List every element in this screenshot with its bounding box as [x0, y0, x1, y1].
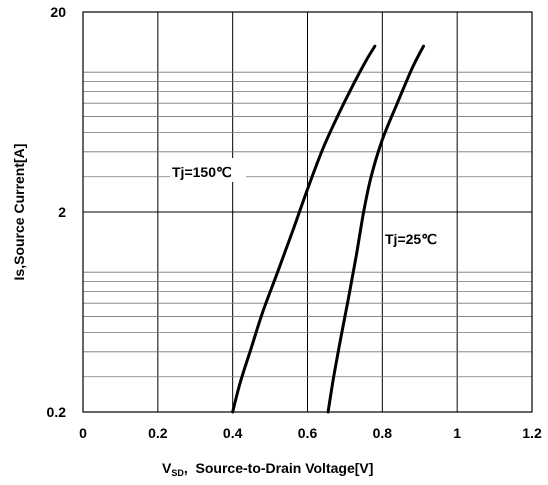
x-axis-title: VSD, Source-to-Drain Voltage[V]	[162, 460, 373, 478]
y-tick-labels: 0.2 2 20	[47, 4, 67, 420]
x-axis-title-rest: , Source-to-Drain Voltage[V]	[184, 460, 374, 476]
x-tick-label-4: 0.8	[373, 425, 393, 441]
y-tick-label-0: 0.2	[47, 404, 67, 420]
x-tick-label-1: 0.2	[148, 425, 168, 441]
series-label-tj150: Tj=150℃	[172, 164, 232, 180]
y-tick-label-1: 2	[58, 204, 66, 220]
series-line-0	[231, 44, 377, 414]
x-tick-labels: 0 0.2 0.4 0.6 0.8 1 1.2	[79, 425, 542, 441]
series-group	[231, 44, 425, 414]
label-bg-25	[383, 225, 449, 249]
y-tick-label-2: 20	[50, 4, 66, 20]
x-tick-label-5: 1	[453, 425, 461, 441]
series-label-tj25: Tj=25℃	[385, 231, 437, 247]
x-tick-label-3: 0.6	[298, 425, 318, 441]
plot-frame	[82, 11, 533, 413]
x-tick-label-0: 0	[79, 425, 87, 441]
x-tick-label-2: 0.4	[223, 425, 243, 441]
y-axis-title: Is,Source Current[A]	[11, 144, 27, 281]
x-axis-title-sub: SD	[171, 468, 184, 478]
x-tick-label-6: 1.2	[522, 425, 542, 441]
label-bg-150	[170, 158, 246, 182]
grid	[82, 11, 533, 413]
series-line-1	[326, 44, 425, 414]
x-axis-title-main: V	[162, 460, 172, 476]
